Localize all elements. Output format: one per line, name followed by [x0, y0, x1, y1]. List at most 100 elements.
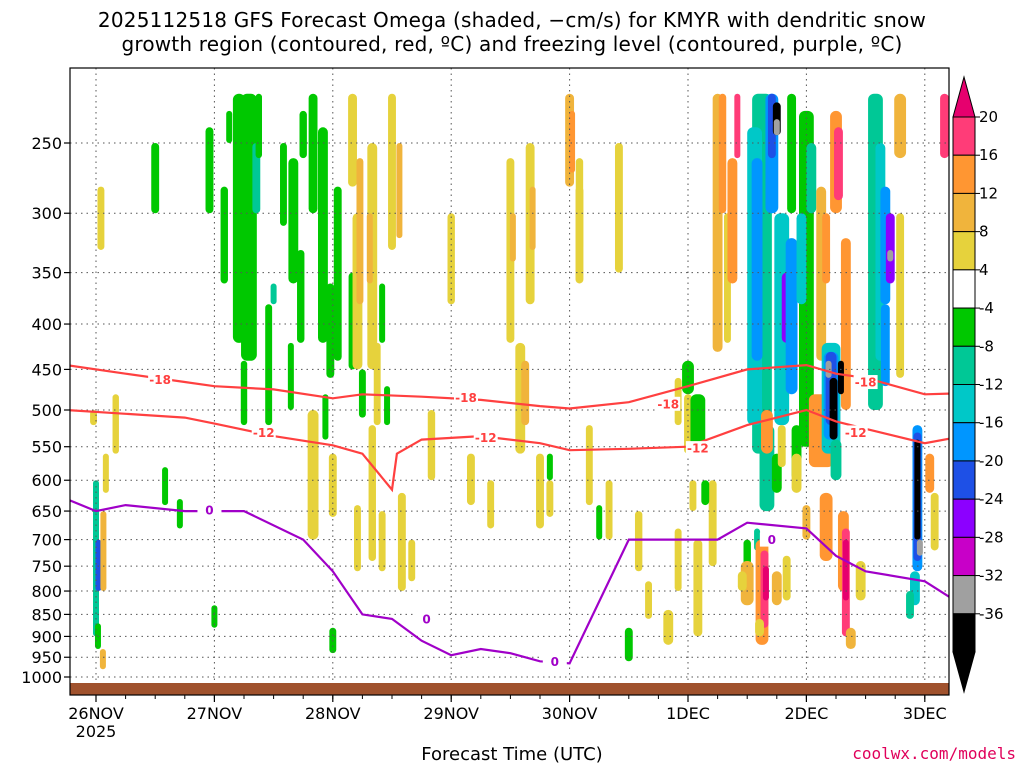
colorbar-bottom-arrow: [952, 651, 976, 694]
omega-cell: [211, 605, 218, 628]
omega-cell: [447, 213, 455, 305]
omega-cell: [906, 591, 914, 619]
colorbar-cell: [952, 231, 976, 271]
omega-cell: [388, 93, 396, 250]
colorbar-cell: [952, 460, 976, 500]
contour-label-bg: [542, 654, 567, 669]
omega-cell: [940, 93, 949, 159]
omega-cell: [771, 571, 782, 606]
omega-cell: [743, 539, 751, 567]
omega-cell: [825, 360, 832, 378]
omega-cell: [785, 238, 798, 395]
x-tick-label: 29NOV: [423, 704, 479, 723]
x-tick-label: 28NOV: [305, 704, 361, 723]
omega-cell: [270, 283, 277, 305]
y-tick-label: 550: [31, 438, 62, 457]
y-tick-label: 400: [31, 315, 62, 334]
omega-cell: [834, 127, 843, 201]
x-year-label: 2025: [76, 722, 117, 741]
omega-cell: [487, 480, 495, 529]
source-footer: coolwx.com/models: [852, 744, 1016, 763]
omega-cell: [842, 539, 849, 601]
omega-cell: [205, 127, 214, 214]
chart-title-line2: growth region (contoured, red, ºC) and f…: [121, 32, 903, 56]
colorbar-label: 8: [979, 223, 989, 241]
colorbar-cell: [952, 384, 976, 424]
colorbar-cell: [952, 422, 976, 462]
contour-line: [70, 499, 949, 665]
omega-cell: [837, 360, 844, 395]
colorbar-label: -4: [979, 299, 994, 317]
omega-cell: [645, 581, 652, 619]
omega-cell: [252, 143, 261, 214]
omega-cell: [255, 93, 263, 159]
omega-cell: [162, 467, 169, 506]
omega-cell: [509, 213, 516, 262]
omega-cell: [802, 505, 811, 540]
omega-cell: [466, 453, 475, 506]
contour-label-bg: [843, 425, 868, 440]
colorbar-cell: [952, 116, 976, 156]
contour-label-bg: [853, 375, 878, 390]
omega-shading: [90, 93, 949, 670]
x-tick-label: 2DEC: [785, 704, 829, 723]
omega-cell: [791, 453, 802, 493]
omega-cell: [787, 93, 797, 214]
contour-label-bg: [197, 502, 222, 517]
colorbar-cell: [952, 536, 976, 577]
omega-cell: [176, 499, 183, 529]
x-tick-label: 27NOV: [187, 704, 243, 723]
y-tick-label: 1000: [21, 668, 62, 687]
omega-cell: [585, 425, 593, 506]
y-tick-label: 700: [31, 531, 62, 550]
omega-cell: [241, 93, 257, 361]
x-axis: 26NOV 27NOV 28NOV 29NOV 30NOV 1DEC 2DEC 3DEC 202…: [68, 695, 947, 741]
y-tick-label: 750: [31, 557, 62, 576]
y-tick-label: 300: [31, 204, 62, 223]
colorbar-label: 4: [979, 261, 989, 279]
x-tick-label: 26NOV: [68, 704, 124, 723]
omega-cell: [546, 480, 554, 517]
omega-cell: [288, 158, 299, 284]
contour-label-bg: [759, 532, 784, 547]
omega-cell: [397, 492, 406, 592]
omega-cell: [674, 528, 682, 592]
omega-cell: [845, 627, 856, 650]
omega-cell: [384, 386, 391, 426]
omega-cell: [822, 213, 831, 284]
omega-cell: [755, 618, 764, 637]
colorbar-label: -24: [979, 490, 1004, 508]
colorbar-cell: [952, 154, 976, 194]
omega-cell: [378, 511, 386, 572]
colorbar-cell: [952, 575, 976, 615]
omega-cell: [796, 213, 807, 305]
omega-cell: [366, 213, 373, 284]
omega-cell: [916, 539, 923, 556]
omega-cell: [806, 143, 817, 214]
y-tick-label: 800: [31, 582, 62, 601]
colorbar-label: -8: [979, 337, 994, 355]
omega-cell: [396, 143, 403, 239]
colorbar-label: -32: [979, 567, 1004, 585]
contour-label: 0: [768, 533, 776, 547]
omega-cell: [614, 143, 623, 273]
contour-label-bg: [473, 430, 498, 445]
omega-cell: [930, 492, 939, 551]
contour-label: -18: [657, 397, 679, 411]
omega-cell: [880, 304, 890, 387]
omega-cell: [95, 539, 102, 592]
y-axis: 250 300 350 400 450 500 550 600 650 700 750 800 850 9…: [21, 134, 70, 687]
omega-cell: [265, 304, 273, 426]
omega-cell: [354, 505, 361, 572]
omega-cell: [774, 213, 790, 426]
contour-label: -18: [855, 376, 877, 390]
omega-cell: [737, 571, 747, 592]
omega-cell: [348, 93, 357, 187]
omega-cell: [762, 566, 769, 601]
omega-cell: [102, 453, 109, 493]
contour-label: 0: [205, 503, 213, 517]
omega-cell: [322, 394, 329, 440]
omega-cell: [99, 649, 106, 670]
colorbar-label: 20: [979, 108, 998, 126]
